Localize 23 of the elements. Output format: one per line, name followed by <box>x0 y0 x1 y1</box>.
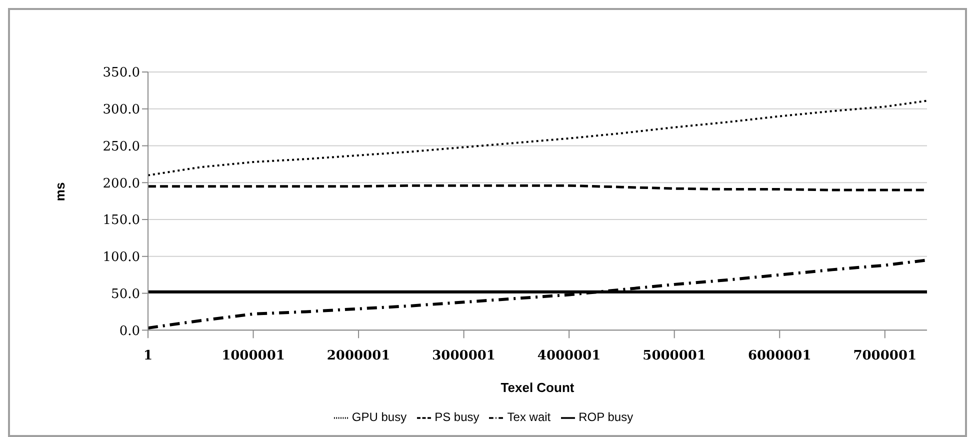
x-tick-label: 2000001 <box>326 348 390 364</box>
y-tick-label: 350.0 <box>102 66 140 81</box>
x-tick-label: 3000001 <box>432 348 496 364</box>
legend-label: Tex wait <box>507 410 551 424</box>
y-tick-label: 200.0 <box>102 176 140 192</box>
x-tick-label: 5000001 <box>642 348 706 364</box>
x-axis-title: Texel Count <box>500 380 575 396</box>
y-tick-label: 50.0 <box>111 286 140 302</box>
legend-label: PS busy <box>434 410 480 424</box>
x-tick-label: 1000001 <box>222 348 285 364</box>
legend-label: GPU busy <box>352 410 407 424</box>
x-tick-label: 6000001 <box>748 348 812 364</box>
x-tick-label: 1 <box>143 348 153 364</box>
y-tick-label: 0.0 <box>119 324 140 339</box>
x-tick-label: 7000001 <box>853 348 917 364</box>
line-series <box>148 100 927 176</box>
y-axis-title: ms <box>52 182 68 202</box>
legend-label: ROP busy <box>578 410 634 424</box>
y-tick-label: 250.0 <box>102 139 140 154</box>
y-tick-label: 150.0 <box>102 213 140 228</box>
y-tick-label: 300.0 <box>102 102 140 118</box>
x-tick-label: 4000001 <box>537 348 601 364</box>
y-tick-label: 100.0 <box>102 250 140 266</box>
